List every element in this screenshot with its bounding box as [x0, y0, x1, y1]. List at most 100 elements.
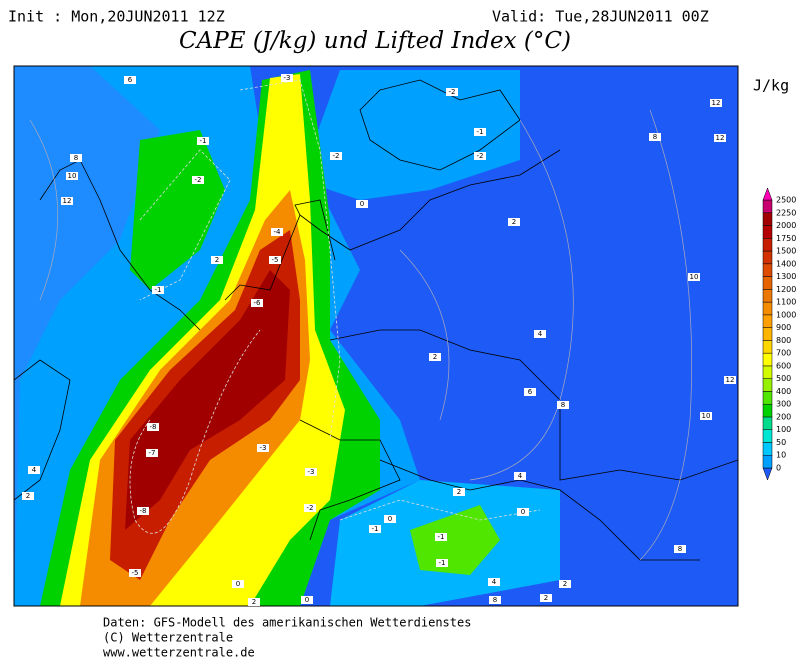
contour-label-box: [211, 256, 223, 264]
contour-label: 2: [563, 580, 567, 588]
contour-label: 2: [252, 598, 256, 606]
contour-label: 8: [653, 133, 657, 141]
colorbar-label: 1300: [776, 272, 796, 281]
contour-label-box: [559, 580, 571, 588]
contour-label-box: [474, 152, 486, 160]
contour-label: 0: [360, 200, 364, 208]
contour-label-box: [281, 74, 293, 82]
contour-label-box: [384, 515, 396, 523]
colorbar-label: 1400: [776, 259, 796, 268]
colorbar-swatch: [762, 442, 773, 456]
contour-label-box: [724, 376, 736, 384]
colorbar-label: 1000: [776, 310, 796, 319]
colorbar-swatch: [762, 263, 773, 277]
colorbar-label: 1500: [776, 247, 796, 256]
contour-label: -2: [195, 176, 202, 184]
map-title: CAPE (J/kg) und Lifted Index (°C): [179, 28, 571, 54]
colorbar-swatch: [762, 403, 773, 418]
colorbar-label: 700: [776, 349, 791, 358]
colorbar-swatch: [762, 289, 773, 303]
contour-label: -8: [150, 423, 157, 431]
colorbar-label: 2000: [776, 221, 796, 230]
contour-label: -4: [274, 228, 282, 236]
colorbar-swatch: [762, 301, 773, 316]
colorbar-label: 1200: [776, 285, 796, 294]
contour-label: -3: [308, 468, 315, 476]
colorbar-label: 400: [776, 387, 791, 396]
colorbar-label: 0: [776, 464, 781, 473]
colorbar-swatch: [762, 199, 773, 214]
contour-label: 0: [388, 515, 392, 523]
contour-label-box: [305, 468, 317, 476]
contour-label-box: [147, 423, 159, 431]
contour-label-box: [524, 388, 536, 396]
contour-label-box: [436, 559, 448, 567]
contour-label-box: [534, 330, 546, 338]
contour-label-box: [301, 596, 313, 604]
contour-label: -1: [477, 128, 484, 136]
contour-label: 4: [32, 466, 37, 474]
colorbar-swatch: [762, 187, 773, 201]
contour-label: -1: [155, 286, 162, 294]
contour-label: 4: [538, 330, 543, 338]
colorbar-label: 2500: [776, 196, 796, 205]
contour-label: 12: [712, 99, 721, 107]
contour-label: 10: [690, 273, 699, 281]
contour-label-box: [714, 134, 726, 142]
contour-label: 8: [561, 401, 565, 409]
colorbar-swatch: [762, 378, 773, 392]
contour-label-box: [710, 99, 722, 107]
contour-label: 12: [63, 197, 72, 205]
colorbar-swatch: [762, 391, 773, 405]
contour-label: 2: [26, 492, 30, 500]
contour-label: -7: [149, 449, 156, 457]
contour-label: 0: [521, 508, 525, 516]
contour-label-box: [28, 466, 40, 474]
colorbar-swatch: [762, 314, 773, 328]
contour-label: 8: [678, 545, 682, 553]
colorbar-label: 2250: [776, 208, 796, 217]
colorbar-swatch: [762, 212, 773, 226]
contour-label-box: [369, 525, 381, 533]
contour-label: 2: [433, 353, 437, 361]
contour-label: -8: [140, 507, 147, 515]
contour-label-box: [435, 533, 447, 541]
colorbar-label: 800: [776, 336, 791, 345]
contour-label: 0: [236, 580, 240, 588]
contour-label: -2: [449, 88, 456, 96]
contour-label: 10: [702, 412, 711, 420]
contour-label: -5: [272, 256, 279, 264]
colorbar-label: 900: [776, 323, 791, 332]
contour-label-box: [649, 133, 661, 141]
colorbar-swatch: [762, 340, 773, 354]
footer-line: (C) Wetterzentrale: [103, 631, 233, 645]
valid-time: Valid: Tue,28JUN2011 00Z: [492, 8, 709, 26]
contour-label-box: [232, 580, 244, 588]
contour-label-box: [489, 596, 501, 604]
colorbar-swatch: [762, 467, 773, 481]
contour-label-box: [271, 228, 283, 236]
contour-label: -3: [260, 444, 267, 452]
contour-label-box: [146, 449, 158, 457]
init-time: Init : Mon,20JUN2011 12Z: [8, 8, 225, 26]
contour-label-box: [124, 76, 136, 84]
colorbar-swatch: [762, 454, 773, 469]
colorbar-swatch: [762, 225, 773, 239]
contour-label: 0: [305, 596, 309, 604]
contour-label-box: [70, 154, 82, 162]
colorbar-label: 1100: [776, 298, 796, 307]
contour-label: 2: [544, 594, 548, 602]
colorbar-label: 10: [776, 451, 786, 460]
contour-label: -2: [307, 504, 314, 512]
colorbar-label: 500: [776, 374, 791, 383]
contour-label: -1: [439, 559, 446, 567]
colorbar-label: 50: [776, 438, 786, 447]
contour-label-box: [304, 504, 316, 512]
contour-label-box: [22, 492, 34, 500]
contour-label-box: [248, 598, 260, 606]
contour-label: 2: [215, 256, 219, 264]
contour-label-box: [429, 353, 441, 361]
contour-label-box: [508, 218, 520, 226]
colorbar-label: 1750: [776, 234, 796, 243]
